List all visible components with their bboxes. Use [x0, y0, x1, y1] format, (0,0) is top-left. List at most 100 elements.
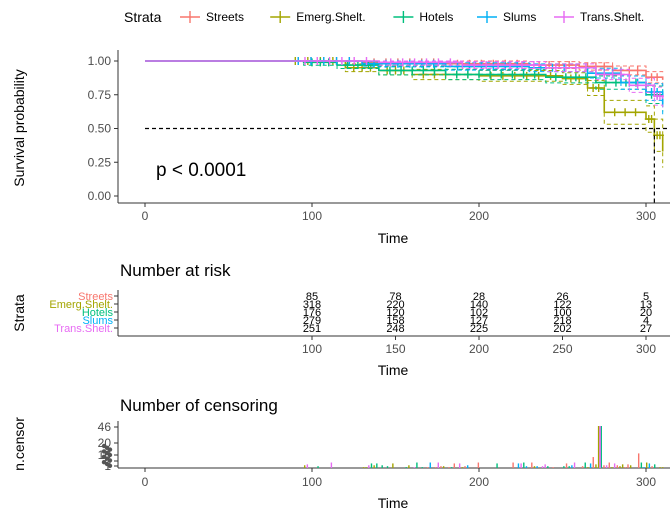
y-tick-label: 0.75	[88, 88, 112, 102]
x-tick-label: 200	[469, 209, 489, 223]
censoring-bar	[648, 463, 651, 468]
risk-cell: 102	[470, 307, 488, 319]
risk-x-tick-label: 150	[385, 342, 405, 356]
censoring-bar	[453, 463, 456, 468]
censor-mark	[353, 61, 362, 70]
censoring-bar	[426, 467, 429, 468]
censor-mark	[343, 61, 352, 70]
risk-cell: 122	[553, 299, 571, 311]
censoring-bar	[605, 465, 608, 468]
censor-mark	[465, 62, 474, 71]
censoring-bar	[592, 457, 594, 468]
survival-x-ticks: 0 100 200 300	[142, 203, 656, 223]
censoring-bar	[368, 465, 370, 468]
censor-mark	[655, 131, 664, 140]
censor-mark	[477, 62, 486, 71]
risk-x-tick-label: 300	[636, 342, 656, 356]
censor-mark	[608, 70, 617, 79]
censor-mark	[364, 61, 373, 70]
risk-cell: 28	[473, 291, 485, 303]
censoring-x-tick-label: 100	[302, 475, 322, 489]
censoring-bar	[381, 465, 383, 468]
censoring-bar	[589, 463, 592, 468]
censor-mark	[561, 63, 570, 72]
censor-mark	[631, 108, 640, 117]
censoring-bar	[547, 466, 549, 468]
censor-mark	[600, 70, 609, 79]
censoring-bar	[640, 462, 643, 468]
survival-x-label: Time	[378, 230, 409, 246]
y-tick-label: 1.00	[88, 54, 112, 68]
censor-mark	[497, 70, 506, 79]
censoring-bar	[392, 463, 394, 468]
censoring-bar	[646, 462, 648, 468]
censoring-x-label: Time	[378, 495, 409, 511]
censor-mark	[362, 57, 371, 65]
y-tick-label: 0.25	[88, 155, 112, 169]
legend-label: Trans.Shelt.	[580, 10, 644, 24]
censoring-bar-max	[599, 426, 601, 468]
censor-mark	[422, 58, 431, 67]
censoring-bar	[619, 466, 621, 468]
censor-mark	[508, 70, 517, 79]
censoring-bar	[643, 467, 645, 468]
risk-cell: 220	[386, 299, 404, 311]
legend-title: Strata	[124, 9, 162, 25]
survival-y-label: Survival probability	[11, 69, 27, 187]
censoring-bar	[421, 467, 423, 468]
censor-mark	[398, 58, 407, 67]
risk-strata-label: Emerg.Shelt.	[49, 299, 113, 311]
censoring-bar	[581, 466, 584, 468]
censor-mark	[337, 57, 346, 65]
risk-cell: 20	[640, 307, 652, 319]
censoring-bar	[597, 426, 600, 468]
censoring-x-tick-label: 0	[142, 475, 149, 489]
censoring-bar	[651, 466, 653, 468]
survival-curves	[145, 57, 664, 168]
censor-mark	[463, 70, 472, 79]
legend-label: Streets	[206, 10, 244, 24]
censor-mark	[386, 58, 395, 67]
censor-mark	[571, 73, 580, 82]
censoring-bar	[573, 462, 576, 468]
risk-cell: 318	[303, 299, 321, 311]
risk-strata-label: Trans.Shelt.	[54, 323, 113, 335]
censor-mark	[655, 92, 664, 101]
censoring-bar	[461, 467, 464, 468]
censor-mark	[506, 61, 515, 70]
censoring-bar	[544, 464, 546, 468]
censor-mark	[452, 70, 461, 79]
censor-mark	[546, 71, 555, 80]
censoring-bar	[616, 465, 619, 468]
censoring-bar	[629, 465, 632, 468]
censoring-y-tick-label: 5	[104, 454, 111, 468]
censor-mark	[529, 61, 538, 70]
censoring-bar	[413, 467, 415, 468]
censor-mark	[453, 62, 462, 71]
censoring-bar	[520, 463, 522, 468]
ci-upper-emerg-shelt	[145, 60, 664, 136]
censoring-bar	[533, 466, 536, 468]
censoring-bar	[306, 464, 309, 468]
censoring-bar	[437, 462, 439, 468]
censoring-bar	[517, 463, 520, 468]
censoring-bar	[584, 462, 586, 468]
legend-item-hotels: Hotels	[393, 10, 453, 24]
censor-mark	[494, 61, 503, 70]
censor-mark	[405, 59, 414, 68]
censor-mark	[419, 66, 428, 75]
legend-item-slums: Slums	[477, 10, 536, 24]
censoring-y-tick-label: 46	[98, 420, 112, 434]
censor-mark	[616, 70, 625, 79]
risk-cell: 202	[553, 323, 571, 335]
survival-y-ticks: 0.00 0.25 0.50 0.75 1.00	[88, 54, 118, 203]
legend-label: Emerg.Shelt.	[296, 10, 365, 24]
censor-mark	[600, 62, 609, 71]
censor-mark	[410, 58, 419, 67]
censoring-title: Number of censoring	[120, 396, 278, 415]
risk-strata-label: Streets	[78, 291, 113, 303]
censor-mark	[642, 81, 650, 90]
censoring-x-tick-label: 200	[469, 475, 489, 489]
censoring-bar	[552, 467, 554, 468]
censoring-bar	[565, 463, 568, 468]
